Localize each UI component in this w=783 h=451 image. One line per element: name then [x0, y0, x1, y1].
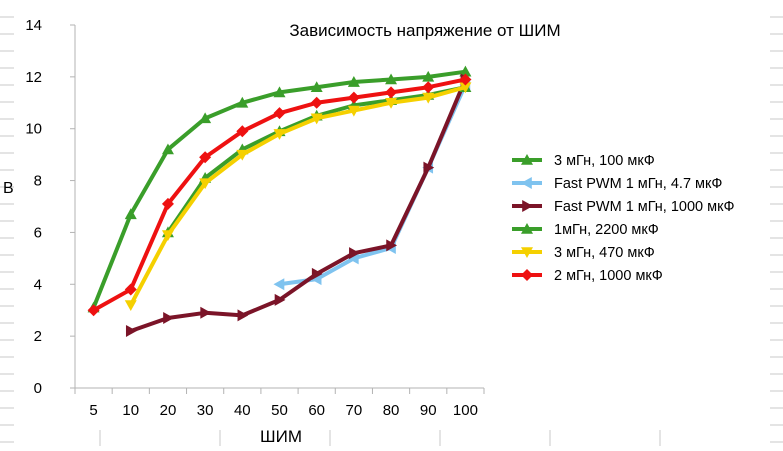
data-point [349, 247, 360, 260]
data-point [385, 86, 398, 99]
data-point [199, 112, 212, 124]
series-5 [124, 82, 472, 312]
data-point [124, 283, 137, 296]
data-point [273, 107, 286, 120]
data-point [236, 149, 249, 161]
legend-marker [521, 154, 533, 165]
x-axis-label: ШИМ [260, 427, 302, 446]
y-tick-label: 14 [25, 17, 42, 34]
y-tick-label: 2 [34, 328, 42, 345]
x-tick-label: 50 [271, 402, 288, 419]
legend-label: Fast PWM 1 мГн, 1000 мкФ [554, 199, 734, 215]
series-6 [87, 73, 472, 317]
data-point [459, 65, 472, 77]
chart-title: Зависимость напряжение от ШИМ [289, 21, 560, 40]
legend-marker [521, 223, 533, 234]
data-point [423, 161, 435, 174]
x-tick-label: 60 [308, 402, 325, 419]
x-tick-label: 40 [234, 402, 251, 419]
data-point [161, 230, 174, 242]
data-point [236, 96, 249, 108]
y-tick-label: 10 [25, 121, 42, 138]
legend-label: 2 мГн, 1000 мкФ [554, 268, 663, 284]
x-tick-label: 20 [160, 402, 177, 419]
data-point [199, 151, 212, 164]
series-3 [125, 73, 472, 337]
legend-marker [521, 269, 533, 281]
data-point [459, 73, 472, 86]
y-tick-label: 6 [34, 224, 42, 241]
data-point [163, 311, 174, 324]
legend-label: 3 мГн, 470 мкФ [554, 245, 655, 261]
x-tick-label: 90 [420, 402, 437, 419]
data-point [422, 70, 435, 82]
data-point [459, 82, 472, 94]
series-line [128, 85, 468, 308]
data-point [237, 309, 249, 322]
data-point [274, 293, 286, 306]
data-point [310, 113, 323, 125]
data-point [199, 178, 212, 190]
data-point [385, 97, 398, 109]
data-point [273, 278, 285, 291]
data-point [347, 91, 360, 104]
data-point [273, 86, 286, 98]
data-point [124, 300, 137, 312]
y-tick-label: 12 [25, 69, 42, 86]
y-axis-label: В [3, 180, 14, 197]
data-point [273, 129, 286, 140]
x-tick-label: 30 [197, 402, 214, 419]
data-point [200, 306, 212, 319]
legend: 3 мГн, 100 мкФ Fast PWM 1 мГн, 4.7 мкФ Fas… [512, 153, 734, 284]
data-point [310, 273, 322, 286]
data-point [125, 324, 137, 337]
legend-marker [522, 200, 533, 212]
y-tick-label: 4 [34, 276, 42, 293]
spreadsheet-row-lines [0, 16, 783, 443]
data-point [347, 105, 360, 117]
data-point [347, 76, 360, 87]
x-tick-label: 80 [383, 402, 400, 419]
data-point [347, 252, 359, 265]
data-point [87, 304, 100, 317]
plot-area: 0 2 4 6 8 10 12 14 5 10 20 30 40 50 60 70 80 90 100 [25, 17, 485, 419]
series-line [128, 77, 468, 333]
legend-marker [521, 177, 532, 189]
legend-marker [521, 247, 533, 258]
data-point [310, 96, 323, 109]
data-point [161, 197, 174, 210]
legend-label: 1мГн, 2200 мкФ [554, 222, 659, 238]
data-point [161, 143, 174, 155]
data-point [422, 81, 435, 94]
data-point [386, 239, 398, 252]
y-tick-label: 0 [34, 380, 42, 397]
y-tick-label: 8 [34, 173, 42, 190]
x-tick-label: 5 [89, 402, 97, 419]
data-point [311, 267, 323, 280]
x-tick-label: 10 [122, 402, 139, 419]
data-point [124, 208, 137, 220]
chart-background [58, 0, 470, 430]
x-tick-label: 100 [453, 402, 478, 419]
spreadsheet-col-lines [99, 430, 661, 446]
data-point [310, 81, 323, 93]
legend-label: 3 мГн, 100 мкФ [554, 153, 655, 169]
data-point [422, 92, 435, 104]
data-point [385, 73, 398, 85]
legend-label: Fast PWM 1 мГн, 4.7 мкФ [554, 176, 722, 192]
data-point [236, 125, 249, 138]
x-tick-label: 70 [346, 402, 363, 419]
